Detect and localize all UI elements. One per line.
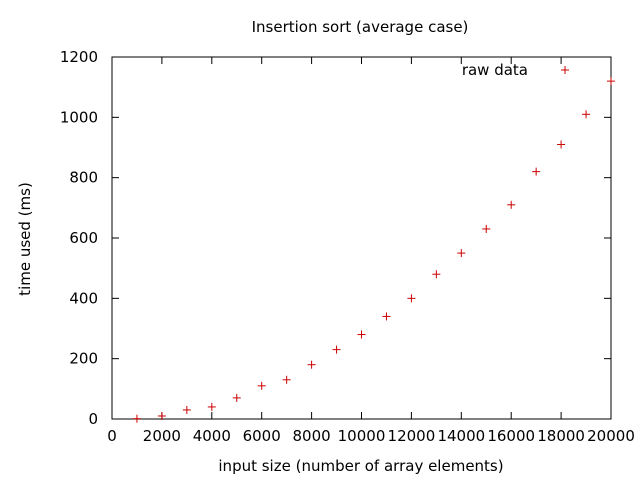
data-point	[282, 375, 291, 384]
x-tick-label: 2000	[143, 427, 181, 445]
legend-label: raw data	[462, 61, 528, 79]
y-axis-label: time used (ms)	[16, 182, 34, 296]
y-tick-label: 400	[69, 289, 98, 307]
data-point	[207, 402, 216, 411]
data-point	[157, 411, 166, 420]
y-tick-label: 1000	[60, 108, 98, 126]
legend-marker-plus	[561, 66, 569, 74]
chart-title: Insertion sort (average case)	[252, 18, 469, 36]
y-tick-label: 1200	[60, 48, 98, 66]
data-point	[232, 393, 241, 402]
data-point	[532, 167, 541, 176]
y-tick-label: 200	[69, 350, 98, 368]
x-axis-ticks: 0 2000 4000 6000 8000 10000 12000 14000 16000 180…	[107, 57, 635, 445]
x-tick-label: 16000	[487, 427, 535, 445]
data-point	[407, 294, 416, 303]
y-axis-ticks: 0 200 400 600 800 1000 1200	[60, 48, 611, 428]
x-tick-label: 14000	[437, 427, 485, 445]
data-point	[132, 414, 141, 423]
data-point	[257, 381, 266, 390]
data-point	[507, 200, 516, 209]
x-tick-label: 6000	[243, 427, 281, 445]
y-tick-label: 0	[88, 410, 98, 428]
data-point	[457, 249, 466, 258]
data-point	[357, 330, 366, 339]
data-point	[557, 140, 566, 149]
x-tick-label: 18000	[537, 427, 585, 445]
data-point	[307, 360, 316, 369]
legend-marker-glyph	[561, 66, 569, 74]
x-tick-label: 12000	[388, 427, 436, 445]
data-point	[432, 270, 441, 279]
data-points	[132, 77, 615, 423]
x-tick-label: 4000	[193, 427, 231, 445]
legend: raw data	[462, 61, 569, 79]
x-tick-label: 8000	[293, 427, 331, 445]
data-point	[607, 77, 615, 86]
data-point	[382, 312, 391, 321]
data-point	[582, 110, 591, 119]
x-tick-label: 0	[107, 427, 117, 445]
x-tick-label: 10000	[338, 427, 386, 445]
data-point	[182, 405, 191, 414]
plot-frame	[111, 56, 612, 420]
data-point	[482, 224, 491, 233]
y-tick-label: 800	[69, 169, 98, 187]
y-tick-label: 600	[69, 229, 98, 247]
x-tick-label: 20000	[587, 427, 635, 445]
data-point	[332, 345, 341, 354]
x-axis-label: input size (number of array elements)	[218, 457, 503, 475]
